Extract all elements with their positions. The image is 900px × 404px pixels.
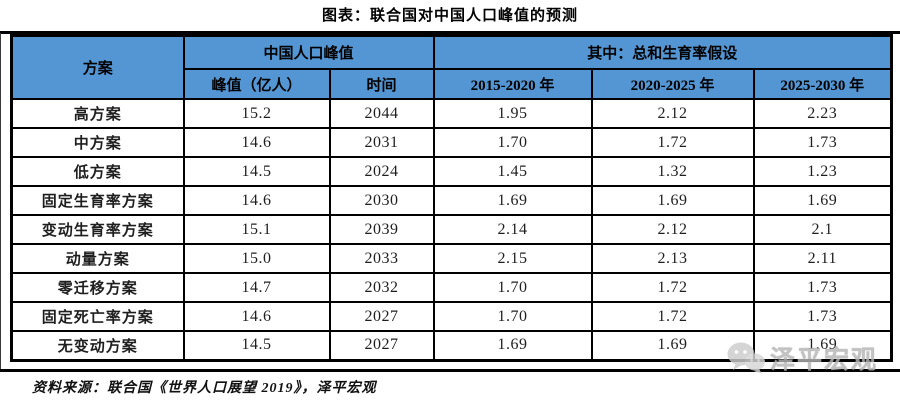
header-scheme: 方案 [10,34,185,100]
peak-year-cell: 2033 [328,243,435,274]
table-row: 无变动方案 14.5 2027 1.69 1.69 1.69 [10,330,893,361]
tfr-cell: 1.72 [590,127,755,158]
peak-year-cell: 2027 [328,301,435,332]
peak-year-cell: 2032 [328,272,435,303]
tfr-cell: 2.14 [432,214,593,245]
tfr-cell: 1.23 [752,156,893,187]
tfr-cell: 1.69 [752,185,893,216]
table-row: 低方案 14.5 2024 1.45 1.32 1.23 [10,156,893,187]
tfr-cell: 1.95 [432,98,593,129]
tfr-cell: 2.1 [752,214,893,245]
table-row: 零迁移方案 14.7 2032 1.70 1.72 1.73 [10,272,893,303]
peak-value-cell: 14.6 [182,127,331,158]
peak-value-cell: 15.2 [182,98,331,129]
bottom-rule-divider [0,369,900,372]
tfr-cell: 1.73 [752,272,893,303]
tfr-cell: 1.45 [432,156,593,187]
table-row: 动量方案 15.0 2033 2.15 2.13 2.11 [10,243,893,274]
peak-value-cell: 14.5 [182,156,331,187]
peak-year-cell: 2031 [328,127,435,158]
tfr-cell: 2.12 [590,214,755,245]
tfr-cell: 1.70 [432,301,593,332]
tfr-cell: 1.72 [590,272,755,303]
header-peak-value: 峰值（亿人） [182,68,331,100]
peak-value-cell: 14.6 [182,301,331,332]
tfr-cell: 1.73 [752,127,893,158]
table-row: 高方案 15.2 2044 1.95 2.12 2.23 [10,98,893,129]
table-row: 固定生育率方案 14.6 2030 1.69 1.69 1.69 [10,185,893,216]
table-row: 固定死亡率方案 14.6 2027 1.70 1.72 1.73 [10,301,893,332]
left-frame-line [0,33,1,371]
table-row: 中方案 14.6 2031 1.70 1.72 1.73 [10,127,893,158]
peak-year-cell: 2030 [328,185,435,216]
top-rule-divider [0,31,900,34]
header-tfr-col-2015-2020: 2015-2020 年 [432,68,593,100]
scheme-cell: 无变动方案 [10,330,185,361]
figure-title: 图表：联合国对中国人口峰值的预测 [321,8,578,24]
header-tfr-col-2020-2025: 2020-2025 年 [590,68,755,100]
peak-value-cell: 14.5 [182,330,331,361]
tfr-cell: 2.11 [752,243,893,274]
scheme-cell: 高方案 [10,98,185,129]
peak-year-cell: 2024 [328,156,435,187]
peak-value-cell: 14.6 [182,185,331,216]
tfr-cell: 1.69 [590,185,755,216]
tfr-cell: 1.69 [590,330,755,361]
scheme-cell: 固定死亡率方案 [10,301,185,332]
peak-value-cell: 14.7 [182,272,331,303]
scheme-cell: 变动生育率方案 [10,214,185,245]
population-peak-table: 方案 中国人口峰值 其中：总和生育率假设 峰值（亿人） 时间 2015-2020… [10,34,894,362]
tfr-cell: 2.15 [432,243,593,274]
source-note: 资料来源：联合国《世界人口展望 2019》，泽平宏观 [32,381,377,396]
peak-value-cell: 15.1 [182,214,331,245]
tfr-cell: 1.72 [590,301,755,332]
header-peak-group: 中国人口峰值 [182,34,435,70]
header-tfr-col-2025-2030: 2025-2030 年 [752,68,893,100]
table-body: 高方案 15.2 2044 1.95 2.12 2.23 中方案 14.6 20… [10,98,893,361]
scheme-cell: 中方案 [10,127,185,158]
tfr-cell: 2.23 [752,98,893,129]
tfr-cell: 1.69 [432,330,593,361]
scheme-cell: 低方案 [10,156,185,187]
tfr-cell: 1.73 [752,301,893,332]
tfr-cell: 1.32 [590,156,755,187]
tfr-cell: 2.12 [590,98,755,129]
peak-year-cell: 2044 [328,98,435,129]
tfr-cell: 1.70 [432,127,593,158]
tfr-cell: 1.69 [432,185,593,216]
table-row: 变动生育率方案 15.1 2039 2.14 2.12 2.1 [10,214,893,245]
header-peak-time: 时间 [328,68,435,100]
tfr-cell: 1.70 [432,272,593,303]
peak-year-cell: 2039 [328,214,435,245]
header-tfr-group: 其中：总和生育率假设 [432,34,893,70]
scheme-cell: 固定生育率方案 [10,185,185,216]
scheme-cell: 零迁移方案 [10,272,185,303]
scheme-cell: 动量方案 [10,243,185,274]
tfr-cell: 2.13 [590,243,755,274]
peak-year-cell: 2027 [328,330,435,361]
tfr-cell: 1.69 [752,330,893,361]
peak-value-cell: 15.0 [182,243,331,274]
